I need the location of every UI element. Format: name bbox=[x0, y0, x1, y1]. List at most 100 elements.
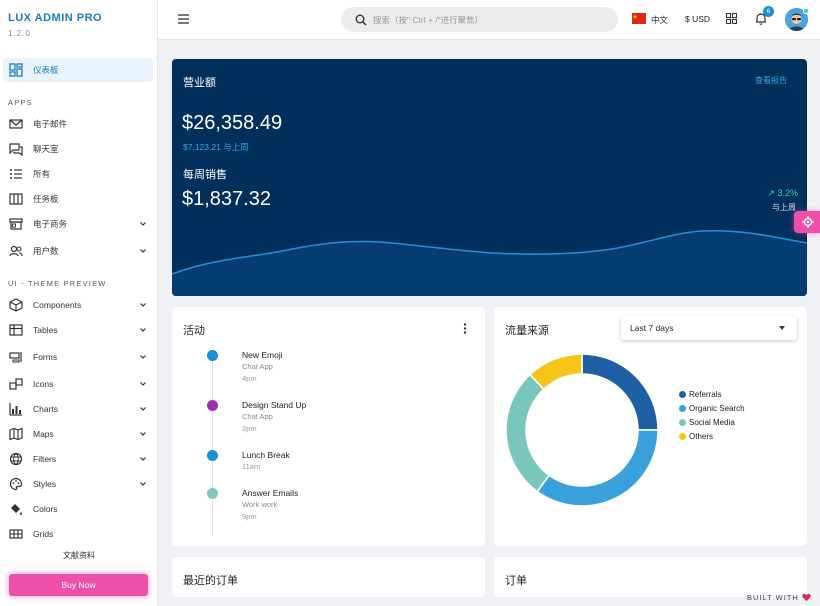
chevron-down-icon bbox=[140, 328, 146, 332]
store-icon bbox=[9, 217, 23, 231]
globe-icon bbox=[9, 452, 23, 466]
timeline-dot bbox=[207, 488, 218, 499]
sidebar-item-colors[interactable]: Colors bbox=[3, 497, 153, 521]
timeline-item-time: 9pm bbox=[242, 512, 257, 521]
orders-title: 订单 bbox=[505, 575, 527, 587]
chevron-down-icon bbox=[140, 249, 146, 253]
sidebar-item-label: 电子商务 bbox=[33, 219, 68, 229]
sidebar-item-label: 电子邮件 bbox=[33, 119, 68, 129]
search-input[interactable]: 搜索（按" Ctrl + /"进行聚焦） bbox=[341, 7, 618, 32]
built-with-label: BUILT WITH bbox=[747, 593, 799, 602]
users-icon bbox=[9, 244, 23, 258]
donut-slice-organic-search[interactable] bbox=[536, 429, 659, 507]
sidebar-item-taskboard[interactable]: 任务板 bbox=[3, 187, 153, 211]
language-selector[interactable]: 中文 bbox=[651, 15, 669, 25]
bell-icon[interactable] bbox=[755, 12, 767, 25]
sidebar-item-label: Charts bbox=[33, 404, 59, 414]
recent-orders-title: 最近的订单 bbox=[183, 575, 238, 587]
search-placeholder: 搜索（按" Ctrl + /"进行聚焦） bbox=[373, 14, 484, 25]
donut-slice-referrals[interactable] bbox=[581, 353, 659, 431]
legend-item: Organic Search bbox=[679, 404, 745, 413]
columns-icon bbox=[9, 192, 23, 206]
legend-label: Organic Search bbox=[689, 404, 745, 413]
sidebar-item-forms[interactable]: Forms bbox=[3, 345, 153, 369]
view-report-link[interactable]: 查看报告 bbox=[755, 76, 787, 85]
sidebar-item-tables[interactable]: Tables bbox=[3, 318, 153, 342]
recent-orders-card: 最近的订单 bbox=[172, 557, 485, 597]
legend-item: Referrals bbox=[679, 390, 721, 399]
sidebar-item-filters[interactable]: Filters bbox=[3, 447, 153, 471]
revenue-amount: $26,358.49 bbox=[182, 112, 283, 134]
theme-section-title: UI - THEME PREVIEW bbox=[8, 279, 107, 288]
china-flag-icon[interactable] bbox=[632, 13, 646, 24]
sidebar-item-label: Colors bbox=[33, 504, 58, 514]
timeline-item-title: Design Stand Up bbox=[242, 400, 307, 410]
sidebar-item-label: Icons bbox=[33, 379, 54, 389]
timeline-item-sub: Chat App bbox=[242, 412, 273, 421]
timeline-item-time: 2pm bbox=[242, 424, 257, 433]
growth-subtext: 与上周 bbox=[772, 203, 796, 212]
map-icon bbox=[9, 427, 23, 441]
timeline-item-sub: Chat App bbox=[242, 362, 273, 371]
sidebar-item-icons[interactable]: Icons bbox=[3, 372, 153, 396]
sidebar-item-label: Filters bbox=[33, 454, 57, 464]
timeline-item-title: New Emoji bbox=[242, 350, 283, 360]
grid-icon bbox=[9, 527, 23, 541]
table-icon bbox=[9, 323, 23, 337]
date-range-select[interactable]: Last 7 days bbox=[621, 316, 797, 340]
sidebar-item-label: 仪表板 bbox=[33, 65, 59, 75]
brand-logo[interactable]: LUX ADMIN PRO bbox=[8, 12, 103, 24]
sidebar-item-grids[interactable]: Grids bbox=[3, 522, 153, 546]
legend-item: Others bbox=[679, 432, 713, 441]
sidebar-item-charts[interactable]: Charts bbox=[3, 397, 153, 421]
buy-now-button[interactable]: Buy Now bbox=[9, 574, 148, 596]
more-options-icon[interactable] bbox=[463, 323, 467, 334]
trend-up-icon: ↗ bbox=[767, 188, 775, 198]
sidebar-item-all[interactable]: 所有 bbox=[3, 162, 153, 186]
chat-icon bbox=[9, 142, 23, 157]
sidebar-item-email[interactable]: 电子邮件 bbox=[3, 112, 153, 136]
shapes-icon bbox=[9, 377, 23, 391]
donut-slice-others[interactable] bbox=[528, 353, 583, 391]
chevron-down-icon bbox=[140, 382, 146, 386]
menu-icon[interactable] bbox=[178, 14, 189, 24]
sidebar-item-label: 用户数 bbox=[33, 246, 59, 256]
donut-slice-social-media[interactable] bbox=[505, 373, 551, 493]
sidebar-item-styles[interactable]: Styles bbox=[3, 472, 153, 496]
weekly-sales-title: 每周销售 bbox=[183, 169, 227, 181]
legend-swatch bbox=[679, 405, 686, 412]
apps-grid-icon[interactable] bbox=[726, 13, 737, 24]
traffic-title: 流量来源 bbox=[505, 325, 549, 337]
sidebar-item-users[interactable]: 用户数 bbox=[3, 239, 153, 263]
chevron-down-icon bbox=[140, 407, 146, 411]
caret-down-icon bbox=[779, 326, 785, 330]
chevron-down-icon bbox=[140, 482, 146, 486]
sidebar-item-label: Styles bbox=[33, 479, 57, 489]
sidebar-item-label: Grids bbox=[33, 529, 54, 539]
docs-link[interactable]: 文献资料 bbox=[63, 551, 95, 560]
traffic-donut-chart bbox=[505, 353, 659, 507]
sidebar-item-maps[interactable]: Maps bbox=[3, 422, 153, 446]
chevron-down-icon bbox=[140, 432, 146, 436]
sidebar-item-components[interactable]: Components bbox=[3, 293, 153, 317]
avatar[interactable] bbox=[785, 8, 808, 31]
activity-title: 活动 bbox=[183, 325, 205, 337]
sidebar-item-ecommerce[interactable]: 电子商务 bbox=[3, 212, 153, 236]
apps-section-title: APPS bbox=[8, 98, 33, 107]
topbar: 搜索（按" Ctrl + /"进行聚焦） 中文 $ USD 6 bbox=[158, 0, 820, 40]
timeline-item-time: 4pm bbox=[242, 374, 257, 383]
revenue-card: 营业额 查看报告 $26,358.49 $7,123.21 与上周 每周销售 $… bbox=[172, 59, 807, 296]
sidebar-item-label: Components bbox=[33, 300, 82, 310]
revenue-compare: $7,123.21 与上周 bbox=[183, 142, 249, 152]
chevron-down-icon bbox=[140, 222, 146, 226]
settings-gear-button[interactable] bbox=[794, 211, 820, 233]
timeline-dot bbox=[207, 400, 218, 411]
timeline-dot bbox=[207, 450, 218, 461]
currency-selector[interactable]: $ USD bbox=[685, 14, 711, 24]
chevron-down-icon bbox=[140, 303, 146, 307]
sidebar-item-dashboard[interactable]: 仪表板 bbox=[3, 58, 153, 82]
traffic-sources-card: 流量来源 Last 7 days Referrals Organic Searc… bbox=[494, 307, 807, 546]
revenue-title: 营业额 bbox=[183, 77, 216, 89]
sidebar-item-chat[interactable]: 聊天室 bbox=[3, 137, 153, 161]
date-range-value: Last 7 days bbox=[630, 323, 674, 333]
